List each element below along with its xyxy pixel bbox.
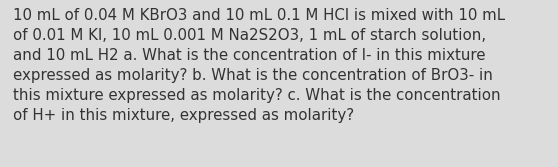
Text: 10 mL of 0.04 M KBrO3 and 10 mL 0.1 M HCl is mixed with 10 mL
of 0.01 M KI, 10 m: 10 mL of 0.04 M KBrO3 and 10 mL 0.1 M HC… [13,8,505,123]
